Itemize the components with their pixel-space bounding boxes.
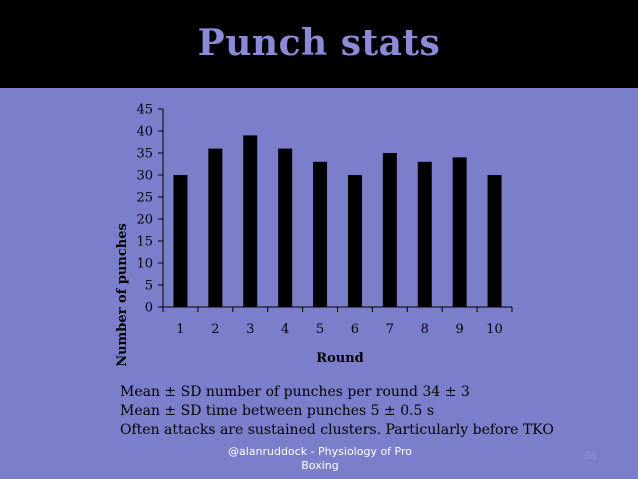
x-tick-label: 7 [386,322,394,337]
summary-notes: Mean ± SD number of punches per round 34… [120,383,554,440]
slide-title: Punch stats [197,22,441,64]
footer-line: @alanruddock - Physiology of Pro [227,445,413,458]
bar-round-7 [382,153,397,307]
note-line: Mean ± SD number of punches per round 34… [120,384,470,400]
y-tick-label: 0 [145,301,153,316]
y-axis: 0 5 10 15 20 25 30 35 40 45 [136,103,164,316]
x-tick-label: 4 [281,322,289,337]
bar-round-5 [313,161,328,307]
x-axis: 1 2 3 4 5 6 7 8 9 10 [162,306,513,337]
footer-credit: @alanruddock - Physiology of Pro Boxing [215,445,425,473]
bar-round-4 [278,148,293,307]
bar-round-1 [173,175,188,307]
x-tick-label: 10 [486,322,503,337]
x-tick-label: 6 [351,322,359,337]
page-number: 36 [584,451,597,462]
bars [173,135,502,307]
y-tick-label: 10 [136,257,153,272]
bar-round-3 [243,135,258,307]
bar-round-10 [487,175,502,307]
y-tick-label: 40 [136,125,153,140]
y-tick-label: 30 [136,169,153,184]
x-tick-label: 8 [421,322,429,337]
y-tick-label: 20 [136,213,153,228]
bar-round-9 [452,157,467,307]
y-tick-label: 25 [136,191,153,206]
x-axis-label: Round [316,351,363,366]
bar-round-2 [208,148,223,307]
y-axis-label: Number of punches [115,223,130,367]
footer-line: Boxing [301,459,339,472]
y-tick-label: 35 [136,147,153,162]
x-tick-label: 1 [176,322,184,337]
bar-round-6 [347,175,362,307]
note-line: Mean ± SD time between punches 5 ± 0.5 s [120,403,435,419]
note-line: Often attacks are sustained clusters. Pa… [120,422,554,438]
y-tick-label: 15 [136,235,153,250]
y-tick-label: 45 [136,103,153,118]
bar-round-8 [417,161,432,307]
x-tick-label: 5 [316,322,324,337]
x-tick-label: 2 [211,322,219,337]
title-band [0,0,638,88]
y-tick-label: 5 [145,279,153,294]
x-tick-label: 3 [246,322,254,337]
x-tick-label: 9 [456,322,464,337]
